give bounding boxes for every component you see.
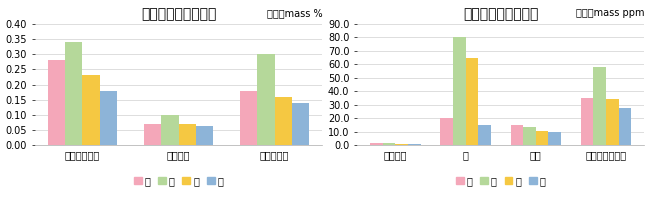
Legend: 花, 風, 月, 雪: 花, 風, 月, 雪 bbox=[130, 172, 227, 190]
Title: 微量ミネラルの差異: 微量ミネラルの差異 bbox=[463, 7, 538, 21]
Bar bbox=[440, 118, 453, 146]
Bar bbox=[478, 125, 491, 146]
Bar bbox=[606, 100, 619, 146]
Bar bbox=[536, 131, 549, 146]
Bar bbox=[453, 37, 465, 146]
Bar bbox=[593, 67, 606, 146]
Bar bbox=[83, 76, 99, 146]
Bar bbox=[370, 143, 383, 146]
Bar bbox=[48, 60, 65, 146]
Bar bbox=[161, 115, 179, 146]
Bar bbox=[196, 126, 213, 146]
Bar bbox=[395, 144, 408, 146]
Text: 単位：mass %: 単位：mass % bbox=[266, 8, 322, 18]
Bar bbox=[257, 54, 275, 146]
Bar bbox=[240, 91, 257, 146]
Bar bbox=[65, 42, 83, 146]
Text: 単位：mass ppm: 単位：mass ppm bbox=[576, 8, 644, 18]
Legend: 花, 風, 月, 雪: 花, 風, 月, 雪 bbox=[452, 172, 549, 190]
Bar bbox=[523, 126, 536, 146]
Bar bbox=[619, 108, 631, 146]
Bar bbox=[510, 125, 523, 146]
Bar bbox=[408, 144, 421, 146]
Bar bbox=[179, 124, 196, 146]
Bar bbox=[465, 58, 478, 146]
Bar bbox=[144, 124, 161, 146]
Title: 主要ミネラルの差異: 主要ミネラルの差異 bbox=[141, 7, 216, 21]
Bar bbox=[549, 132, 561, 146]
Bar bbox=[275, 97, 292, 146]
Bar bbox=[99, 91, 117, 146]
Bar bbox=[292, 103, 309, 146]
Bar bbox=[581, 98, 593, 146]
Bar bbox=[383, 143, 395, 146]
